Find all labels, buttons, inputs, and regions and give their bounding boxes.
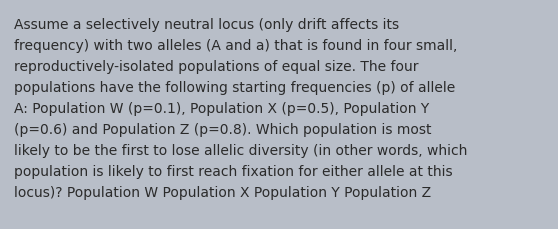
Text: A: Population W (p=0.1), Population X (p=0.5), Population Y: A: Population W (p=0.1), Population X (p… <box>14 101 429 115</box>
Text: populations have the following starting frequencies (p) of allele: populations have the following starting … <box>14 81 455 95</box>
Text: Assume a selectively neutral locus (only drift affects its: Assume a selectively neutral locus (only… <box>14 18 399 32</box>
Text: reproductively-isolated populations of equal size. The four: reproductively-isolated populations of e… <box>14 60 418 74</box>
Text: (p=0.6) and Population Z (p=0.8). Which population is most: (p=0.6) and Population Z (p=0.8). Which … <box>14 123 431 136</box>
Text: population is likely to first reach fixation for either allele at this: population is likely to first reach fixa… <box>14 164 453 178</box>
Text: frequency) with two alleles (A and a) that is found in four small,: frequency) with two alleles (A and a) th… <box>14 39 458 53</box>
Text: likely to be the first to lose allelic diversity (in other words, which: likely to be the first to lose allelic d… <box>14 143 468 157</box>
Text: locus)? Population W Population X Population Y Population Z: locus)? Population W Population X Popula… <box>14 185 431 199</box>
